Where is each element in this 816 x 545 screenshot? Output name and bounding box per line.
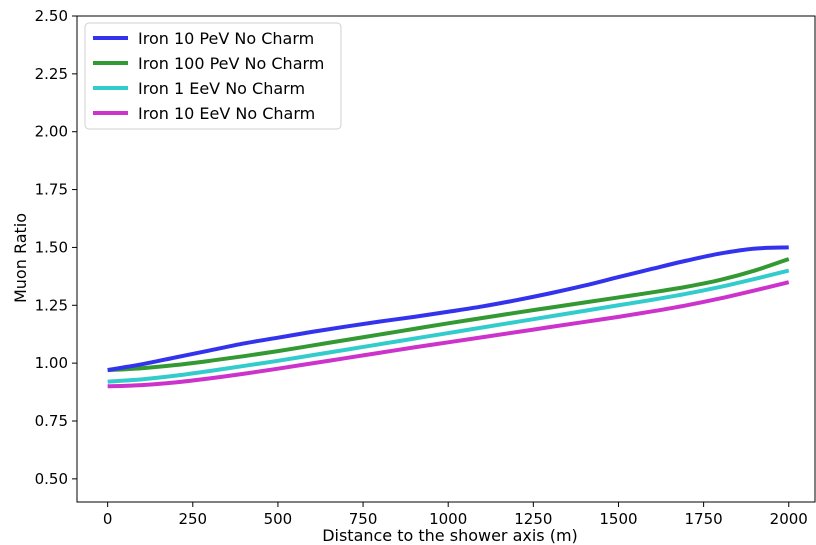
x-tick-label: 1000 <box>429 510 467 528</box>
legend-label: Iron 1 EeV No Charm <box>138 79 305 98</box>
y-tick-label: 0.50 <box>35 470 68 488</box>
series-line-iron-1-eev-no-charm <box>107 268 790 384</box>
ticks-layer: 0 250 500 750 1000 1250 1500 1750 2000 0.50 0.75 1.… <box>35 7 808 528</box>
y-tick-label: 2.50 <box>35 7 68 25</box>
x-tick-label: 2000 <box>770 510 808 528</box>
x-tick-label: 1750 <box>685 510 723 528</box>
x-tick-label: 750 <box>349 510 378 528</box>
y-tick-label: 2.25 <box>35 65 68 83</box>
y-tick-label: 0.75 <box>35 412 68 430</box>
legend-label: Iron 10 PeV No Charm <box>138 29 314 48</box>
plot-frame <box>76 15 816 503</box>
series-layer <box>107 245 790 389</box>
series-line-iron-10-pev-no-charm <box>107 245 789 373</box>
legend: Iron 10 PeV No Charm Iron 100 PeV No Char… <box>84 22 342 130</box>
y-tick-label: 1.75 <box>35 181 68 199</box>
series-line-iron-10-eev-no-charm <box>107 280 790 389</box>
axes-layer <box>76 15 816 503</box>
y-tick-label: 1.50 <box>35 238 68 256</box>
y-tick-label: 1.25 <box>35 296 68 314</box>
x-tick-label: 1500 <box>599 510 637 528</box>
x-tick-label: 1250 <box>514 510 552 528</box>
x-tick-label: 0 <box>103 510 113 528</box>
x-axis-label: Distance to the shower axis (m) <box>322 526 578 545</box>
legend-box <box>84 22 342 130</box>
series-line-iron-100-pev-no-charm <box>107 257 790 373</box>
y-tick-label: 2.00 <box>35 123 68 141</box>
x-tick-label: 500 <box>264 510 293 528</box>
legend-label: Iron 100 PeV No Charm <box>138 54 324 73</box>
legend-label: Iron 10 EeV No Charm <box>138 104 315 123</box>
y-axis-label: Muon Ratio <box>11 213 30 303</box>
x-tick-label: 250 <box>178 510 207 528</box>
y-tick-label: 1.00 <box>35 354 68 372</box>
